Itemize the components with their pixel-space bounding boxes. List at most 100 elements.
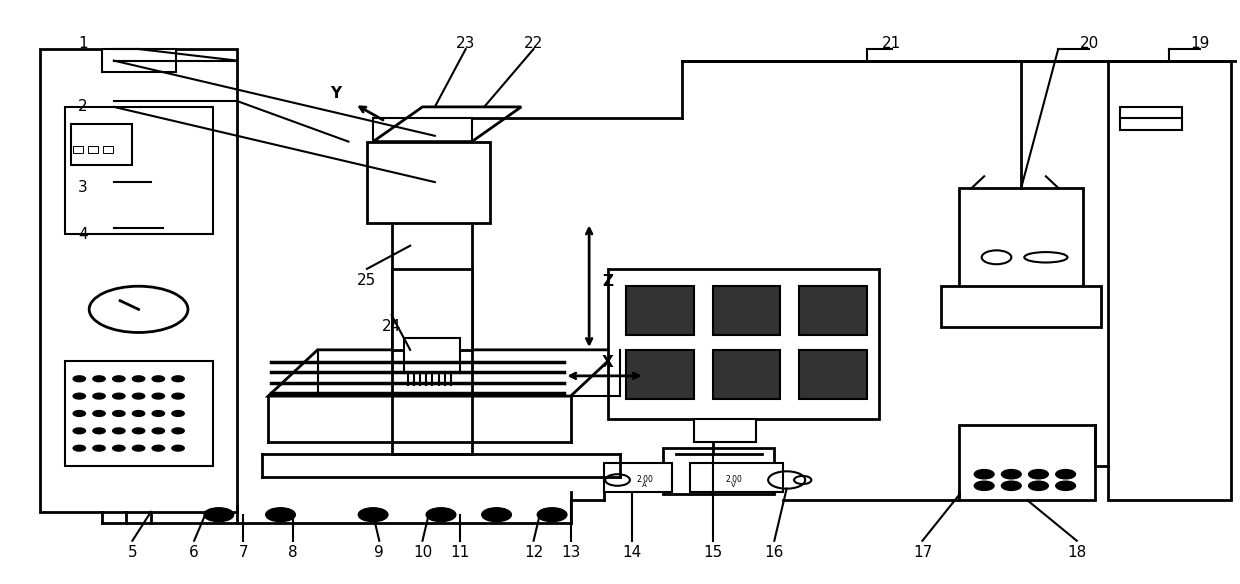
Circle shape bbox=[153, 393, 165, 399]
Circle shape bbox=[153, 445, 165, 451]
Text: 18: 18 bbox=[1068, 545, 1086, 560]
Circle shape bbox=[172, 393, 185, 399]
FancyBboxPatch shape bbox=[691, 463, 782, 492]
FancyBboxPatch shape bbox=[626, 286, 694, 335]
Circle shape bbox=[73, 445, 86, 451]
Circle shape bbox=[482, 507, 511, 522]
Text: 13: 13 bbox=[560, 545, 580, 560]
Circle shape bbox=[1055, 470, 1075, 479]
Circle shape bbox=[73, 376, 86, 382]
FancyBboxPatch shape bbox=[40, 49, 237, 512]
Circle shape bbox=[975, 470, 994, 479]
Circle shape bbox=[113, 376, 125, 382]
Circle shape bbox=[93, 411, 105, 416]
Circle shape bbox=[93, 445, 105, 451]
Text: Y: Y bbox=[331, 86, 342, 101]
Circle shape bbox=[113, 411, 125, 416]
Circle shape bbox=[73, 393, 86, 399]
FancyBboxPatch shape bbox=[799, 350, 867, 399]
Text: X: X bbox=[601, 355, 614, 370]
FancyBboxPatch shape bbox=[88, 146, 98, 153]
Circle shape bbox=[73, 411, 86, 416]
FancyBboxPatch shape bbox=[404, 338, 460, 373]
FancyBboxPatch shape bbox=[73, 146, 83, 153]
Circle shape bbox=[133, 445, 145, 451]
Circle shape bbox=[358, 507, 388, 522]
Text: Z: Z bbox=[603, 274, 613, 289]
Text: A: A bbox=[642, 482, 647, 488]
Circle shape bbox=[153, 428, 165, 434]
Text: 25: 25 bbox=[357, 273, 377, 288]
FancyBboxPatch shape bbox=[694, 419, 756, 443]
FancyBboxPatch shape bbox=[626, 350, 694, 399]
Circle shape bbox=[153, 411, 165, 416]
Text: 24: 24 bbox=[382, 319, 402, 334]
Circle shape bbox=[113, 393, 125, 399]
Circle shape bbox=[153, 376, 165, 382]
FancyBboxPatch shape bbox=[1107, 61, 1231, 500]
FancyBboxPatch shape bbox=[608, 269, 879, 419]
Text: 21: 21 bbox=[882, 36, 901, 51]
Circle shape bbox=[133, 376, 145, 382]
Circle shape bbox=[1029, 481, 1048, 491]
Text: 2.00: 2.00 bbox=[725, 475, 742, 485]
Text: 19: 19 bbox=[1190, 36, 1210, 51]
Circle shape bbox=[1055, 481, 1075, 491]
Text: 7: 7 bbox=[238, 545, 248, 560]
Circle shape bbox=[172, 428, 185, 434]
Text: 6: 6 bbox=[190, 545, 198, 560]
Circle shape bbox=[205, 507, 233, 522]
FancyBboxPatch shape bbox=[103, 146, 113, 153]
FancyBboxPatch shape bbox=[102, 49, 176, 72]
FancyBboxPatch shape bbox=[604, 463, 672, 492]
FancyBboxPatch shape bbox=[392, 269, 472, 350]
Circle shape bbox=[133, 411, 145, 416]
FancyBboxPatch shape bbox=[960, 425, 1095, 500]
Circle shape bbox=[172, 411, 185, 416]
Circle shape bbox=[975, 481, 994, 491]
FancyBboxPatch shape bbox=[663, 448, 774, 495]
Text: 4: 4 bbox=[78, 227, 88, 242]
Text: 2: 2 bbox=[78, 99, 88, 114]
Circle shape bbox=[427, 507, 456, 522]
Text: 16: 16 bbox=[765, 545, 784, 560]
Text: 20: 20 bbox=[1080, 36, 1099, 51]
Circle shape bbox=[73, 428, 86, 434]
Circle shape bbox=[1002, 470, 1022, 479]
Text: 1: 1 bbox=[78, 36, 88, 51]
Circle shape bbox=[172, 376, 185, 382]
Circle shape bbox=[133, 428, 145, 434]
Text: 5: 5 bbox=[128, 545, 138, 560]
Circle shape bbox=[113, 428, 125, 434]
Circle shape bbox=[93, 428, 105, 434]
Circle shape bbox=[1002, 481, 1022, 491]
Circle shape bbox=[113, 445, 125, 451]
Text: 15: 15 bbox=[703, 545, 722, 560]
FancyBboxPatch shape bbox=[960, 188, 1083, 304]
Text: 17: 17 bbox=[913, 545, 932, 560]
Text: V: V bbox=[732, 482, 737, 488]
Text: 22: 22 bbox=[525, 36, 543, 51]
FancyBboxPatch shape bbox=[713, 286, 780, 335]
Text: 11: 11 bbox=[450, 545, 469, 560]
Text: 8: 8 bbox=[288, 545, 298, 560]
FancyBboxPatch shape bbox=[799, 286, 867, 335]
Text: 12: 12 bbox=[525, 545, 543, 560]
FancyBboxPatch shape bbox=[64, 361, 212, 465]
FancyBboxPatch shape bbox=[71, 124, 133, 165]
Circle shape bbox=[93, 376, 105, 382]
Text: 2.00: 2.00 bbox=[636, 475, 653, 485]
FancyBboxPatch shape bbox=[941, 286, 1101, 326]
Text: 14: 14 bbox=[622, 545, 642, 560]
FancyBboxPatch shape bbox=[392, 153, 472, 454]
FancyBboxPatch shape bbox=[64, 107, 212, 234]
Circle shape bbox=[265, 507, 295, 522]
Circle shape bbox=[172, 445, 185, 451]
Text: 10: 10 bbox=[413, 545, 432, 560]
Text: 23: 23 bbox=[456, 36, 475, 51]
Circle shape bbox=[93, 393, 105, 399]
Text: 9: 9 bbox=[374, 545, 384, 560]
Text: 3: 3 bbox=[78, 180, 88, 196]
FancyBboxPatch shape bbox=[1120, 107, 1182, 130]
Circle shape bbox=[133, 393, 145, 399]
